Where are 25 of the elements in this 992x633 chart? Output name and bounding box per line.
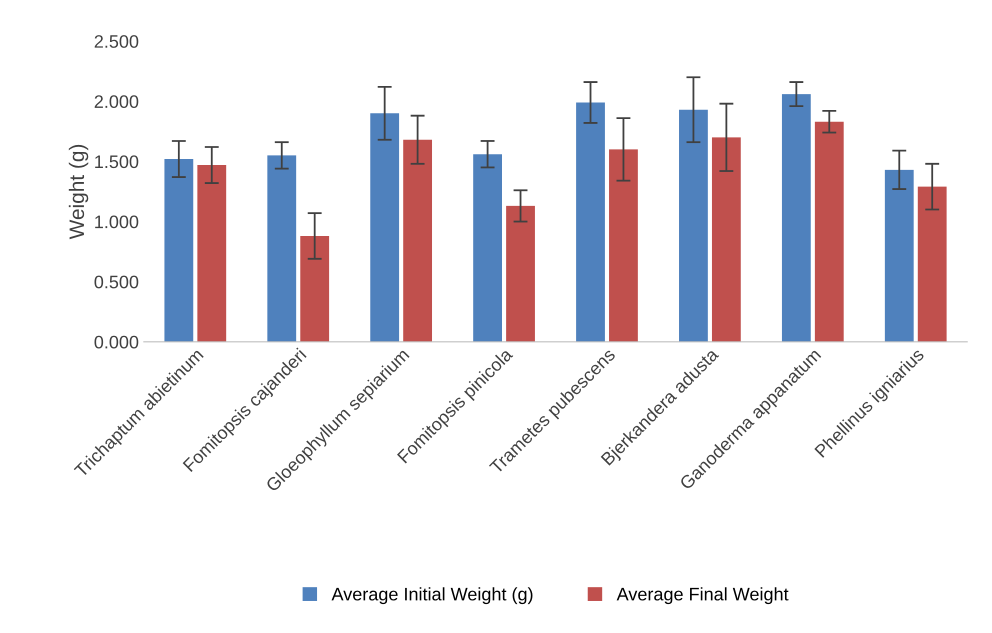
bar — [197, 165, 226, 342]
y-tick-label: 2.000 — [94, 95, 138, 108]
y-tick-label: 2.500 — [94, 35, 138, 48]
legend-label: Average Final Weight — [616, 587, 788, 604]
legend-label: Average Initial Weight (g) — [332, 587, 532, 604]
bar — [918, 186, 947, 342]
y-axis-title: Weight (g) — [68, 144, 88, 240]
bar — [506, 206, 535, 342]
bar — [164, 159, 194, 342]
y-tick-label: 1.500 — [95, 155, 138, 168]
bar — [782, 94, 811, 342]
bar — [403, 140, 432, 342]
y-tick-label: 0.000 — [94, 336, 138, 349]
bar — [576, 102, 605, 342]
y-tick-label: 0.500 — [94, 276, 138, 288]
bar — [814, 122, 844, 342]
bar — [884, 170, 914, 342]
bar — [300, 236, 330, 342]
y-tick-label: 1.000 — [95, 215, 138, 228]
bar — [712, 137, 741, 342]
bar — [370, 113, 400, 342]
bar — [267, 155, 296, 342]
bar — [609, 149, 638, 342]
bar — [679, 110, 708, 342]
bar — [473, 154, 502, 342]
